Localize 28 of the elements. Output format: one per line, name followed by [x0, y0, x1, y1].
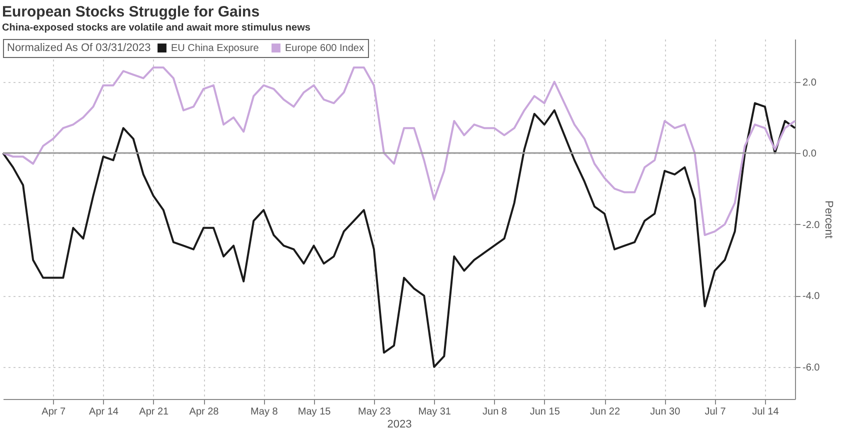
- x-axis-title: 2023: [387, 418, 412, 430]
- x-tick-label: Jul 14: [752, 406, 780, 418]
- x-tick-label: Jun 15: [530, 406, 560, 418]
- x-tick-label: Jul 7: [704, 406, 726, 418]
- x-tick-label: Jun 30: [650, 406, 681, 418]
- y-tick-label: -6.0: [802, 362, 820, 374]
- x-tick-label: May 23: [358, 406, 392, 418]
- chart-title: European Stocks Struggle for Gains: [2, 4, 260, 20]
- x-tick-label: Apr 21: [139, 406, 170, 418]
- x-tick-label: Jun 8: [482, 406, 508, 418]
- chart-subtitle: China-exposed stocks are volatile and await more stimulus news: [2, 22, 311, 34]
- y-axis-title: Percent: [822, 200, 835, 238]
- x-tick-label: May 31: [418, 406, 452, 418]
- legend-label: Europe 600 Index: [285, 43, 364, 54]
- x-tick-label: May 15: [298, 406, 332, 418]
- line-series: [2, 66, 796, 236]
- x-tick-label: Apr 7: [42, 406, 66, 418]
- legend-label: EU China Exposure: [171, 43, 260, 54]
- y-tick-label: -4.0: [802, 291, 820, 302]
- x-tick-label: May 8: [250, 406, 278, 418]
- y-tick-label: 0.0: [802, 148, 817, 160]
- line-series: [2, 102, 796, 368]
- legend-title: Normalized As Of 03/31/2023: [7, 42, 151, 54]
- x-tick-label: Apr 14: [89, 406, 119, 418]
- y-tick-label: 2.0: [802, 77, 817, 88]
- y-tick-label: -2.0: [802, 220, 820, 231]
- x-tick-label: Jun 22: [590, 406, 620, 418]
- x-tick-label: Apr 28: [189, 406, 220, 418]
